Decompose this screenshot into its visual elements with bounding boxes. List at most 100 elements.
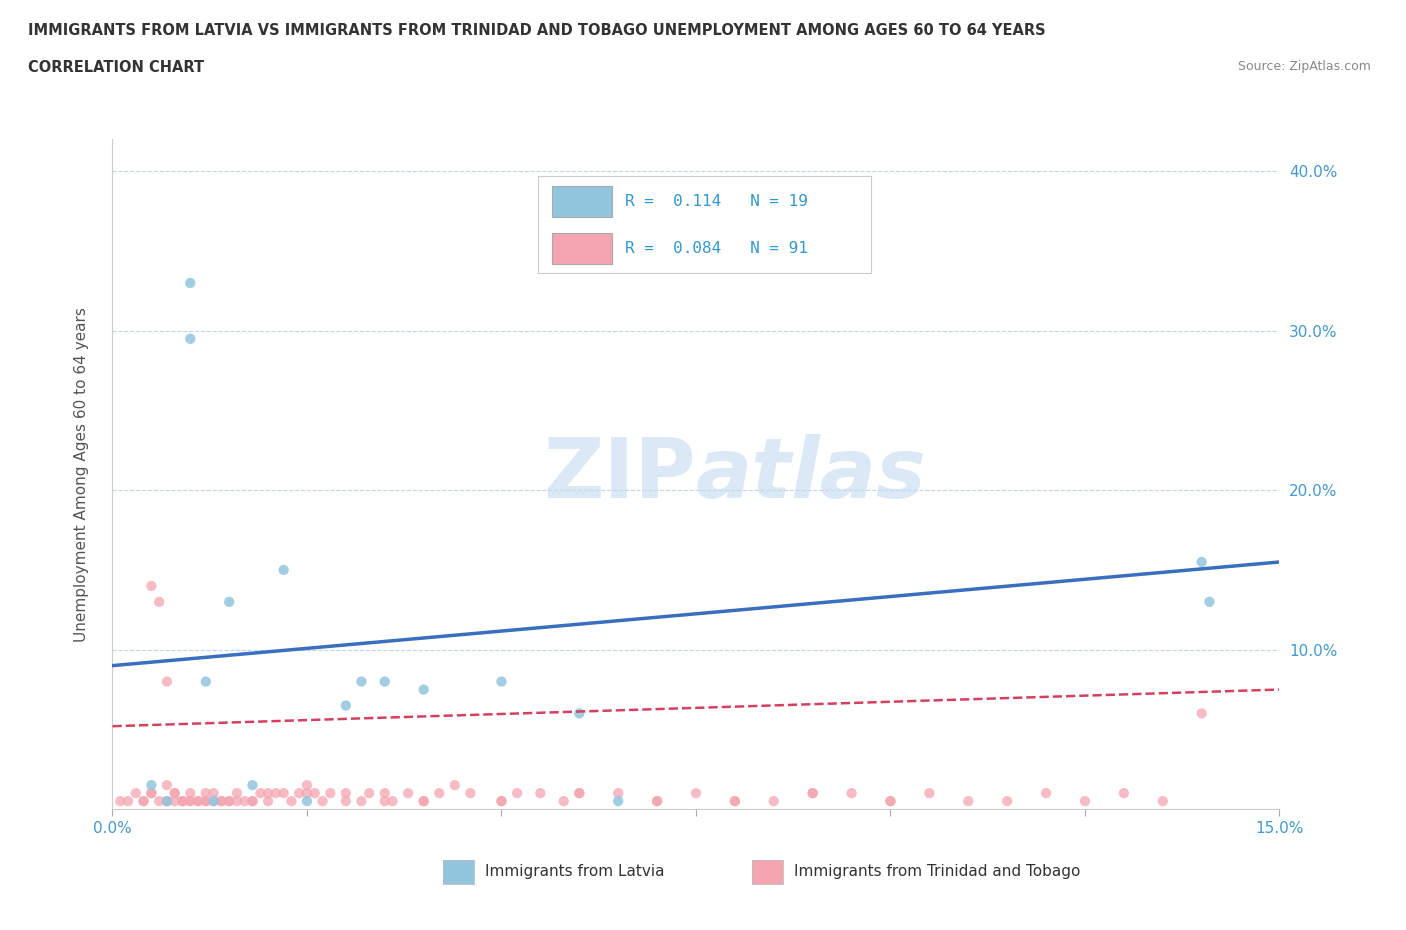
Point: [125, 786, 148, 801]
Point: [172, 793, 194, 808]
Point: [218, 793, 240, 808]
Point: [506, 786, 529, 801]
Text: Immigrants from Latvia: Immigrants from Latvia: [485, 864, 665, 880]
Point: [117, 793, 139, 808]
Point: [607, 793, 630, 808]
Point: [412, 793, 434, 808]
Point: [242, 777, 264, 792]
Point: [374, 674, 396, 689]
Point: [226, 793, 249, 808]
Point: [242, 793, 264, 808]
Point: [396, 786, 419, 801]
Point: [249, 786, 271, 801]
Point: [148, 793, 170, 808]
Point: [1035, 786, 1057, 801]
Point: [607, 786, 630, 801]
Point: [1152, 793, 1174, 808]
Point: [918, 786, 941, 801]
Point: [568, 706, 591, 721]
Point: [724, 793, 747, 808]
Point: [141, 786, 163, 801]
Point: [194, 786, 217, 801]
Point: [568, 786, 591, 801]
Point: [335, 786, 357, 801]
Point: [179, 793, 201, 808]
Point: [242, 793, 264, 808]
Point: [295, 777, 318, 792]
Point: [529, 786, 551, 801]
Point: [194, 793, 217, 808]
Point: [957, 793, 980, 808]
Point: [257, 786, 280, 801]
Point: [163, 786, 186, 801]
Point: [879, 793, 901, 808]
Point: [685, 786, 707, 801]
Point: [202, 793, 225, 808]
Point: [172, 793, 194, 808]
Point: [295, 793, 318, 808]
Text: IMMIGRANTS FROM LATVIA VS IMMIGRANTS FROM TRINIDAD AND TOBAGO UNEMPLOYMENT AMONG: IMMIGRANTS FROM LATVIA VS IMMIGRANTS FRO…: [28, 23, 1046, 38]
Point: [412, 682, 434, 697]
Point: [226, 786, 249, 801]
Point: [179, 331, 201, 346]
Point: [1191, 706, 1213, 721]
Point: [841, 786, 863, 801]
Text: atlas: atlas: [696, 433, 927, 515]
Point: [156, 777, 179, 792]
Point: [1198, 594, 1220, 609]
Point: [491, 674, 513, 689]
Point: [194, 793, 217, 808]
Point: [319, 786, 342, 801]
Point: [412, 793, 434, 808]
Point: [179, 786, 201, 801]
Point: [209, 793, 232, 808]
Point: [443, 777, 465, 792]
Point: [304, 786, 326, 801]
Point: [427, 786, 450, 801]
Point: [311, 793, 333, 808]
Point: [1074, 793, 1097, 808]
Text: Source: ZipAtlas.com: Source: ZipAtlas.com: [1237, 60, 1371, 73]
Point: [288, 786, 311, 801]
Point: [359, 786, 381, 801]
Point: [568, 786, 591, 801]
Point: [645, 793, 668, 808]
Point: [218, 594, 240, 609]
Point: [202, 786, 225, 801]
Text: CORRELATION CHART: CORRELATION CHART: [28, 60, 204, 75]
Point: [460, 786, 482, 801]
Point: [295, 786, 318, 801]
Point: [172, 793, 194, 808]
Point: [491, 793, 513, 808]
Point: [381, 793, 404, 808]
Point: [163, 786, 186, 801]
Point: [141, 578, 163, 593]
Point: [257, 793, 280, 808]
Point: [156, 674, 179, 689]
Point: [1191, 554, 1213, 569]
Text: ZIP: ZIP: [544, 433, 696, 515]
Point: [233, 793, 256, 808]
Point: [187, 793, 209, 808]
Point: [1112, 786, 1135, 801]
Point: [273, 563, 295, 578]
Point: [209, 793, 232, 808]
Point: [156, 793, 179, 808]
Point: [202, 793, 225, 808]
Point: [141, 777, 163, 792]
Point: [335, 793, 357, 808]
Point: [132, 793, 155, 808]
Point: [187, 793, 209, 808]
Point: [156, 793, 179, 808]
Point: [110, 793, 132, 808]
Point: [645, 793, 668, 808]
Point: [491, 793, 513, 808]
Point: [273, 786, 295, 801]
Point: [724, 793, 747, 808]
Point: [148, 594, 170, 609]
Point: [132, 793, 155, 808]
Point: [335, 698, 357, 713]
Point: [801, 786, 824, 801]
Point: [350, 674, 373, 689]
Point: [264, 786, 287, 801]
